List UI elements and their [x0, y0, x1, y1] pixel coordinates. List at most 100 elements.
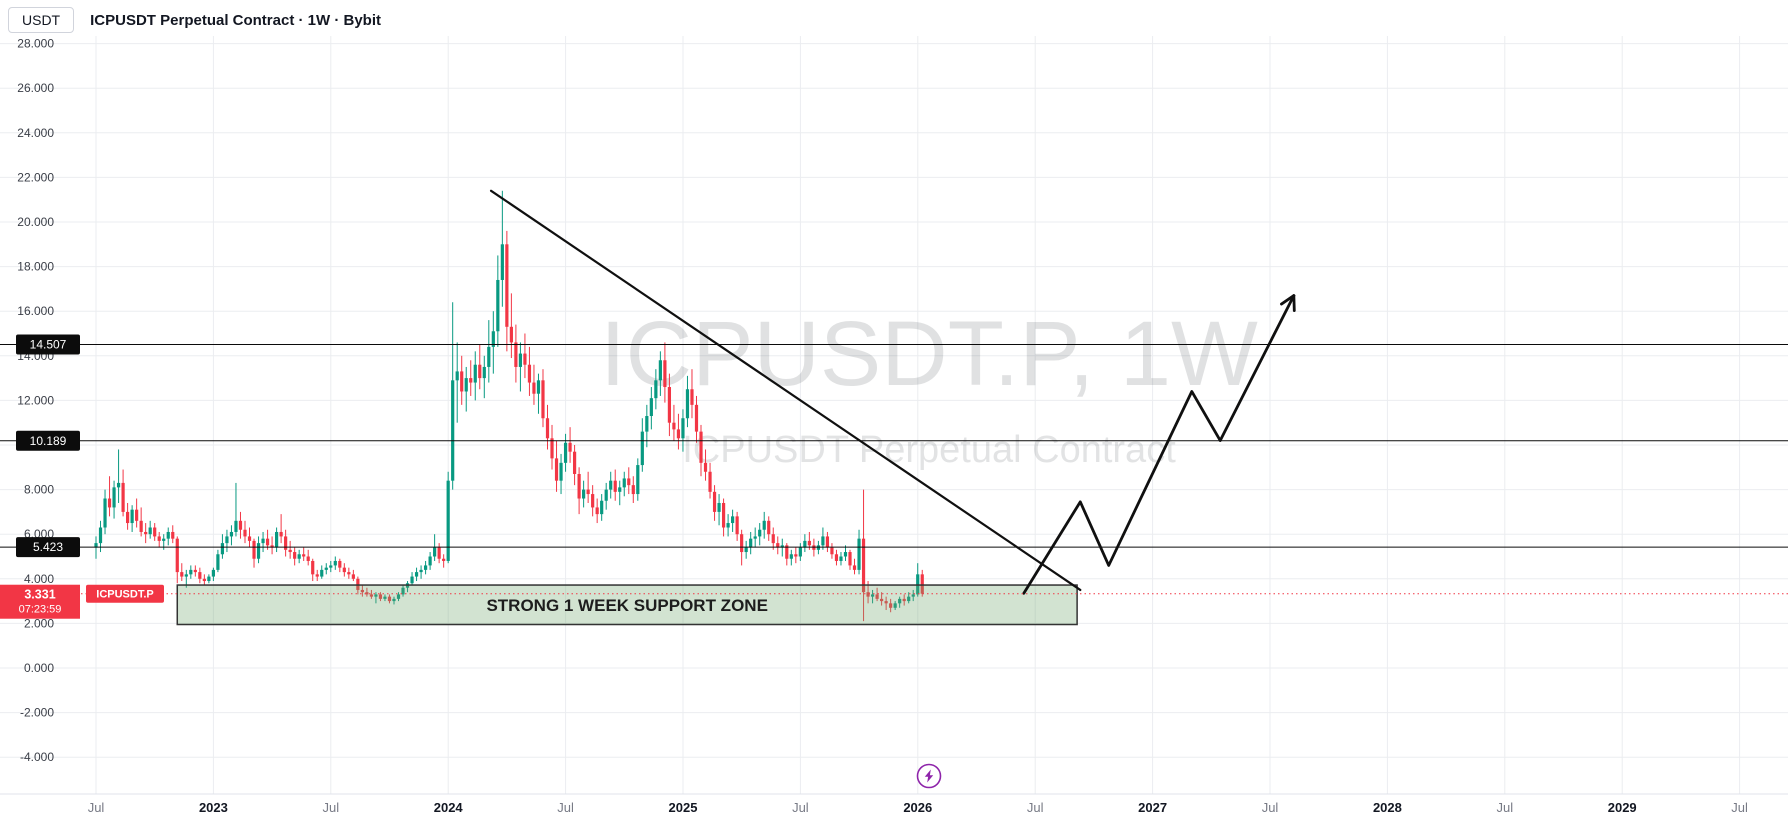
- candle-body: [762, 520, 766, 530]
- candle-body: [184, 574, 188, 577]
- candle-body: [410, 576, 414, 584]
- candle-body: [776, 543, 780, 548]
- candle-body: [753, 536, 757, 539]
- y-axis-label: 4.000: [24, 572, 54, 586]
- candle-body: [532, 382, 536, 394]
- candle-body: [712, 491, 717, 512]
- candle-body: [121, 482, 125, 512]
- candle-body: [582, 489, 586, 499]
- candle-body: [636, 465, 640, 495]
- candle-body: [243, 529, 247, 537]
- x-axis-label: Jul: [1262, 800, 1279, 815]
- candle-body: [812, 545, 816, 550]
- projection-arrowhead: [1280, 294, 1296, 306]
- candle-body: [848, 552, 852, 566]
- candle-body: [261, 538, 265, 544]
- candle-body: [423, 565, 428, 570]
- y-axis-label: 12.000: [17, 393, 54, 407]
- descending-trendline[interactable]: [489, 189, 1082, 592]
- candle-body: [478, 364, 482, 379]
- watermark-symbol: ICPUSDT.P, 1W: [600, 303, 1258, 405]
- candle-body: [139, 520, 143, 532]
- candle-body: [198, 572, 202, 579]
- candle-body: [360, 589, 364, 593]
- candle-body: [153, 527, 157, 537]
- candle-body: [460, 371, 464, 392]
- candle-body: [320, 569, 324, 577]
- candle-body: [694, 404, 699, 432]
- candle-body: [514, 342, 518, 367]
- y-axis-label: 0.000: [24, 661, 54, 675]
- candle-body: [717, 502, 721, 512]
- candle-body: [482, 366, 486, 379]
- candle-body: [884, 601, 888, 604]
- candle-body: [830, 547, 834, 555]
- horizontal-price-lines[interactable]: 14.507 10.189 5.423: [0, 334, 1788, 558]
- candle-body: [207, 576, 211, 582]
- x-axis-label: 2027: [1138, 800, 1167, 815]
- price-level-badge: [16, 334, 80, 355]
- flash-marker-icon[interactable]: [916, 763, 942, 789]
- y-axis-label: 28.000: [17, 37, 54, 51]
- symbol-search-box[interactable]: USDT: [8, 7, 75, 33]
- support-zone-drawing[interactable]: STRONG 1 WEEK SUPPORT ZONE: [176, 584, 1078, 626]
- candle-body: [825, 536, 830, 548]
- candle-body: [216, 554, 220, 570]
- candle-body: [469, 378, 473, 383]
- candle-body: [293, 552, 297, 559]
- candle-body: [464, 378, 468, 392]
- chart-title[interactable]: ICPUSDT Perpetual Contract · 1W · Bybit: [90, 11, 381, 29]
- candle-body: [586, 489, 590, 495]
- candle-body: [920, 574, 924, 594]
- candle-body: [509, 326, 513, 343]
- candle-body: [306, 556, 310, 561]
- candle-body: [740, 534, 744, 553]
- candle-body: [640, 431, 644, 466]
- x-axis-label: 2023: [199, 800, 228, 815]
- candle-body: [875, 594, 879, 599]
- candle-body: [618, 487, 622, 492]
- candle-body: [613, 480, 617, 492]
- candle-body: [225, 536, 229, 544]
- candle-body: [852, 565, 857, 570]
- candle-body: [500, 244, 504, 280]
- candle-body: [609, 480, 613, 490]
- projection-zigzag[interactable]: [1022, 294, 1296, 595]
- candle-body: [351, 574, 355, 579]
- candle-body: [771, 534, 775, 544]
- candle-body: [902, 598, 906, 602]
- candle-body: [333, 560, 337, 566]
- x-axis-label: 2025: [669, 800, 698, 815]
- y-axis-label: 22.000: [17, 170, 54, 184]
- grid: [0, 36, 1788, 795]
- candle-body: [171, 531, 175, 539]
- candle-body: [419, 569, 423, 573]
- candle-body: [744, 547, 748, 553]
- candle-body: [238, 520, 243, 530]
- candle-body: [401, 587, 405, 595]
- candle-body: [491, 331, 495, 347]
- price-axis[interactable]: 28.000 26.000 24.000 22.000 20.000 18.000 16.0…: [17, 37, 54, 765]
- candle-body: [703, 462, 708, 472]
- current-price-group: ICPUSDT.P 3.331 07:23:59: [0, 584, 1788, 619]
- x-axis-label: 2024: [434, 800, 464, 815]
- candle-body: [365, 592, 369, 595]
- time-axis[interactable]: Jul 2023 Jul 2024 Jul 2025 Jul 2026 Jul 2027 Jul 20…: [88, 800, 1748, 815]
- candle-body: [126, 511, 130, 524]
- candle-body: [735, 516, 739, 535]
- support-zone-rect[interactable]: [176, 584, 1078, 626]
- x-axis-label: Jul: [792, 800, 809, 815]
- y-axis-label: 24.000: [17, 126, 54, 140]
- y-axis-label: -4.000: [20, 750, 54, 764]
- candle-body: [572, 451, 577, 474]
- y-axis-label: 16.000: [17, 304, 54, 318]
- candle-body: [175, 538, 179, 573]
- candle-body: [731, 516, 735, 524]
- candle-body: [654, 380, 658, 399]
- candle-body: [112, 487, 116, 508]
- x-axis-label: 2029: [1608, 800, 1637, 815]
- candle-body: [130, 509, 134, 524]
- trend-drawings[interactable]: [489, 189, 1296, 595]
